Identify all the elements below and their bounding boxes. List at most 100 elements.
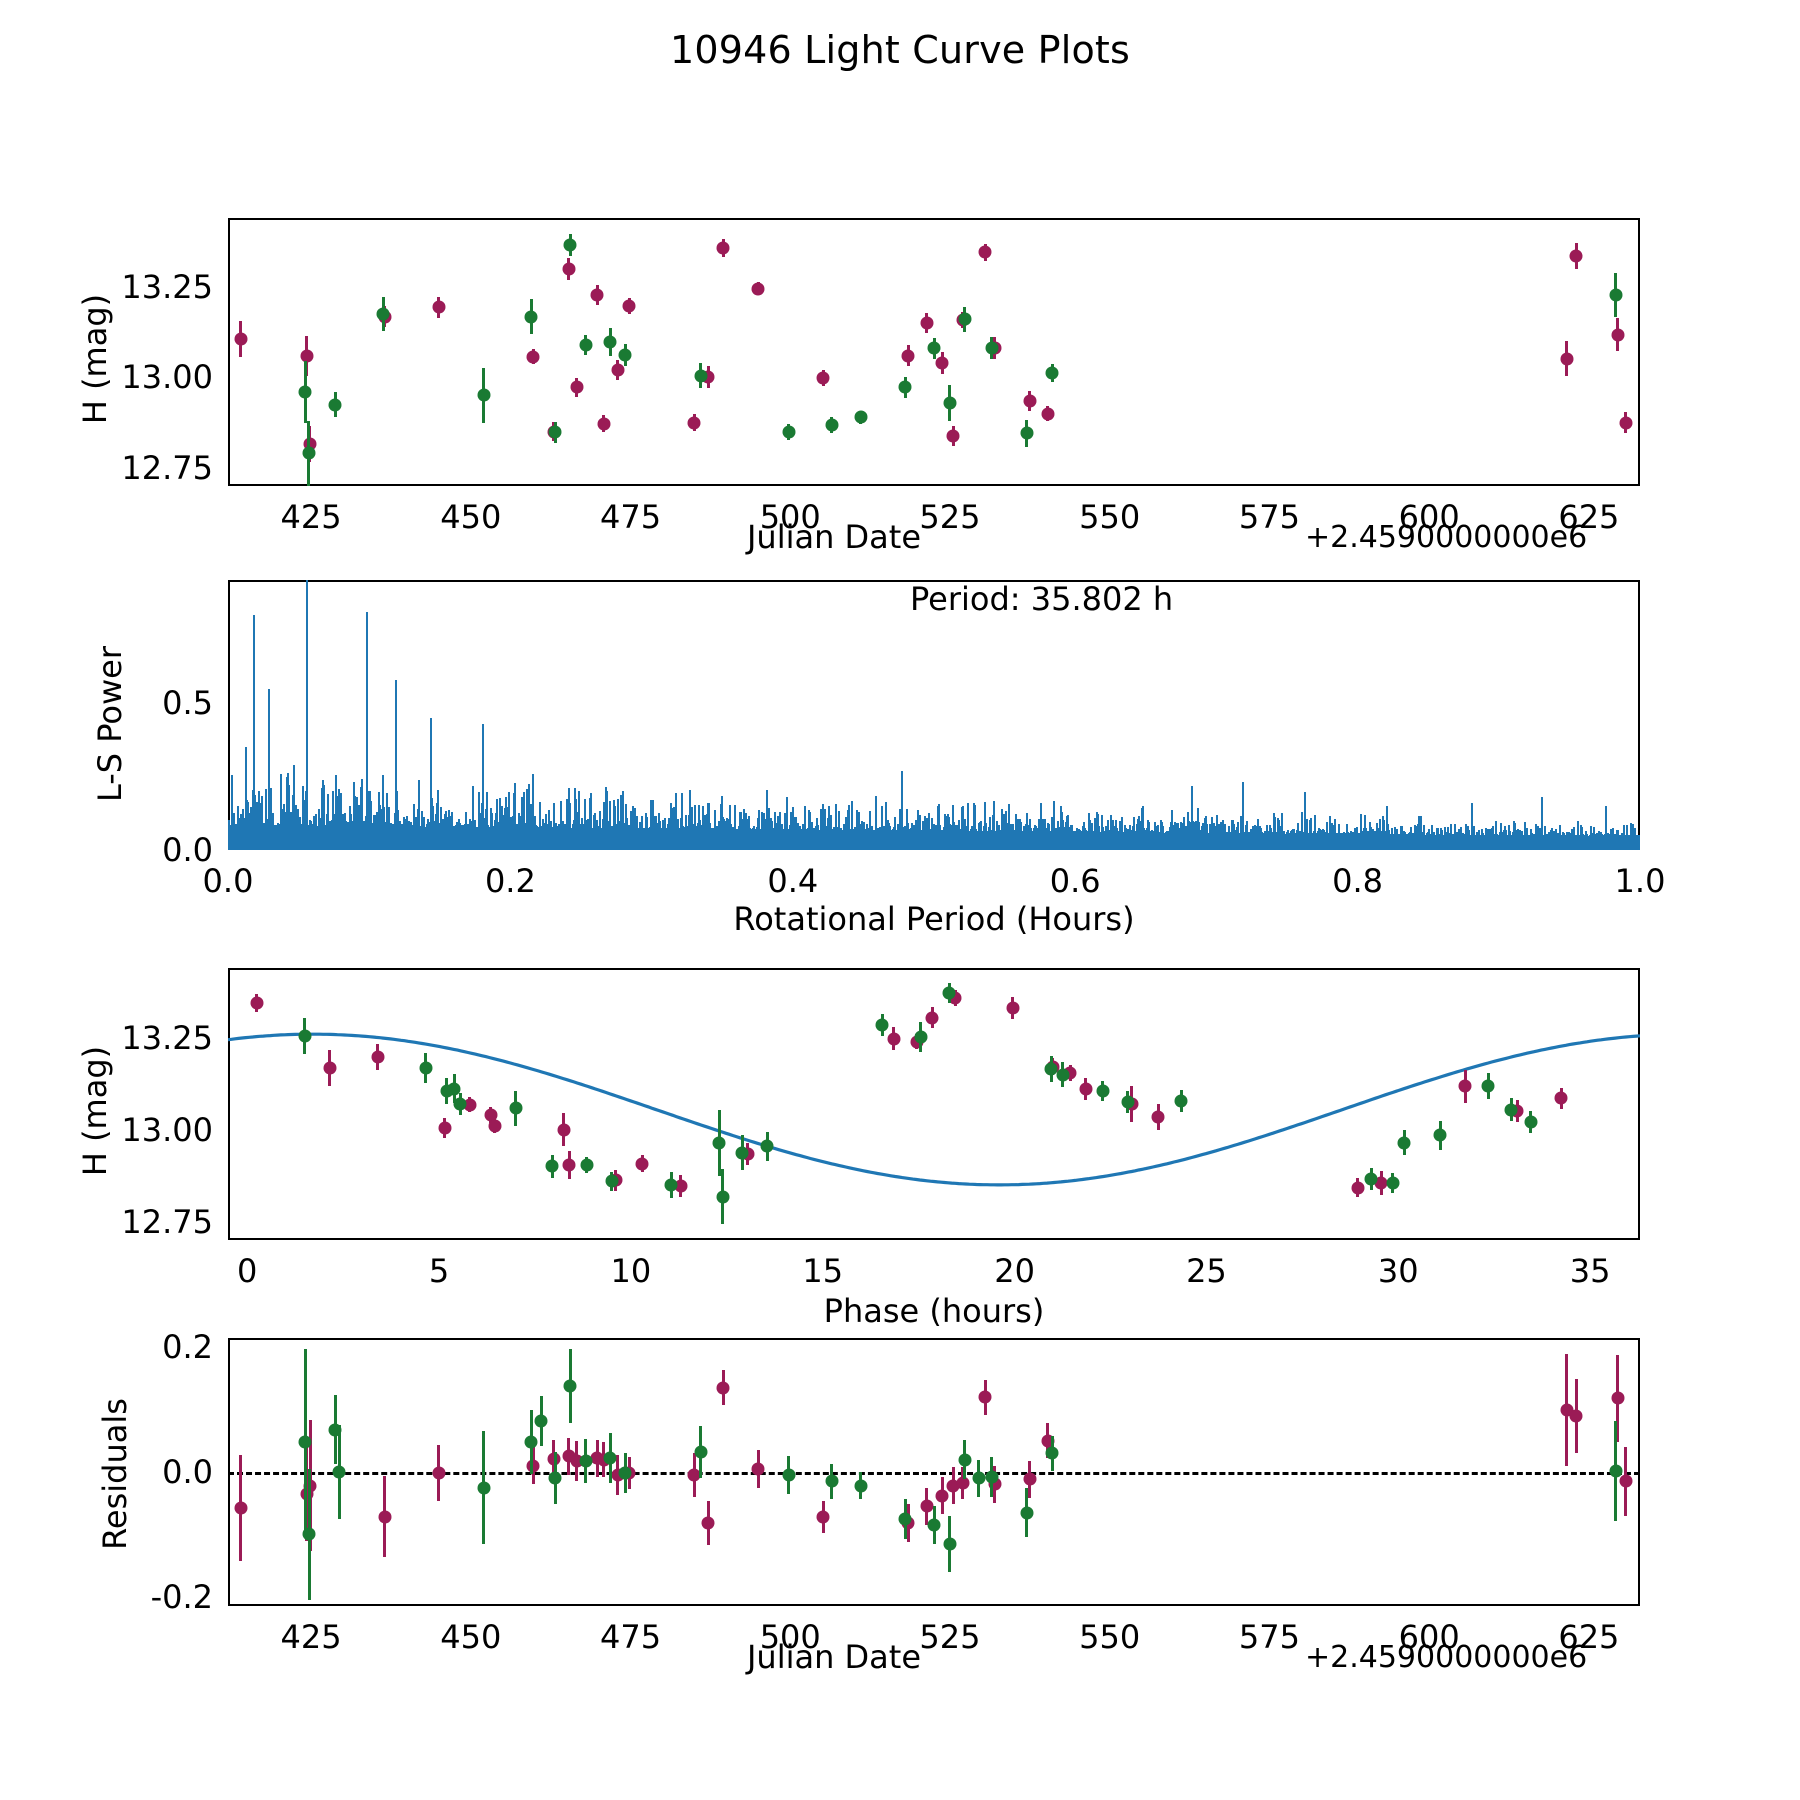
periodogram-spike (247, 802, 250, 850)
periodogram-spike (1330, 822, 1333, 850)
periodogram-spike (486, 792, 488, 850)
periodogram-spike (1139, 820, 1142, 850)
periodogram-spike (738, 812, 741, 850)
data-point (579, 1454, 593, 1468)
periodogram-spike (593, 813, 596, 850)
periodogram-spike (1229, 832, 1232, 850)
periodogram-spike (1276, 817, 1279, 850)
periodogram-spike (1344, 832, 1347, 850)
data-point (488, 1119, 502, 1133)
periodogram-spike (529, 804, 532, 850)
periodogram-spike (628, 824, 631, 850)
plot-area-phase (228, 968, 1640, 1240)
x-tick-label: 500 (759, 498, 821, 536)
periodogram-spike (1328, 833, 1331, 850)
periodogram-spike (991, 815, 994, 850)
periodogram-spike (1579, 825, 1582, 850)
periodogram-spike (1442, 834, 1445, 850)
periodogram-spike (1415, 826, 1418, 850)
periodogram-spike (1476, 835, 1479, 850)
periodogram-spike (1159, 820, 1162, 850)
periodogram-spike (1188, 821, 1191, 850)
periodogram-spike (1550, 830, 1553, 850)
x-tick-label: 450 (440, 1618, 502, 1656)
periodogram-spike (1274, 817, 1277, 850)
periodogram-spike (453, 826, 456, 850)
periodogram-spike (1511, 832, 1514, 850)
periodogram-spike (1136, 818, 1139, 850)
periodogram-spike (1003, 814, 1006, 850)
periodogram-spike (1002, 829, 1005, 850)
periodogram-spike (588, 798, 591, 850)
periodogram-spike (883, 829, 886, 850)
periodogram-spike (419, 825, 422, 850)
periodogram-spike (1527, 835, 1530, 850)
periodogram-spike (462, 826, 465, 850)
periodogram-spike (1461, 833, 1464, 850)
periodogram-spike (610, 826, 613, 850)
periodogram-spike (1376, 828, 1379, 850)
periodogram-spike (272, 824, 275, 850)
periodogram-spike (601, 819, 604, 850)
periodogram-spike (1084, 828, 1087, 850)
periodogram-spike (1547, 831, 1550, 850)
periodogram-spike (1008, 804, 1011, 850)
periodogram-peak (531, 773, 534, 850)
periodogram-spike (238, 817, 241, 850)
data-point (1044, 1062, 1058, 1076)
periodogram-spike (438, 822, 441, 850)
periodogram-spike (290, 824, 293, 850)
periodogram-spike (474, 819, 477, 850)
periodogram-spike (858, 812, 861, 850)
periodogram-spike (1317, 828, 1320, 850)
data-point (972, 1471, 986, 1485)
periodogram-spike (981, 830, 984, 850)
periodogram-spike (1262, 832, 1265, 850)
periodogram-spike (401, 823, 404, 850)
periodogram-spike (1331, 832, 1334, 850)
periodogram-spike (663, 823, 666, 850)
periodogram-spike (796, 823, 799, 850)
periodogram-spike (777, 815, 780, 850)
x-tick-label: 0.8 (1332, 862, 1384, 900)
periodogram-spike (1258, 825, 1261, 850)
data-point (570, 380, 584, 394)
periodogram-spike (1519, 830, 1522, 850)
periodogram-spike (1370, 827, 1373, 850)
periodogram-spike (1346, 823, 1349, 850)
periodogram-spike (832, 826, 835, 850)
periodogram-spike (958, 819, 961, 850)
periodogram-spike (753, 826, 755, 850)
periodogram-spike (518, 813, 521, 850)
periodogram-spike (568, 788, 571, 850)
data-point (371, 1050, 385, 1064)
x-tick-label: 35 (1569, 1252, 1611, 1290)
periodogram-spike (919, 829, 922, 850)
periodogram-spike (1322, 830, 1325, 850)
y-tick-label: 13.25 (121, 1018, 213, 1057)
periodogram-spike (917, 810, 920, 850)
periodogram-spike (1357, 833, 1360, 850)
periodogram-spike (1061, 812, 1064, 850)
periodogram-spike (776, 827, 779, 850)
periodogram-spike (565, 798, 568, 850)
data-point (605, 1174, 619, 1188)
page-title: 10946 Light Curve Plots (669, 28, 1131, 72)
periodogram-spike (353, 795, 356, 850)
periodogram-spike (405, 818, 408, 850)
data-point (545, 1159, 559, 1173)
periodogram-spike (1257, 819, 1260, 850)
periodogram-spike (455, 824, 458, 850)
periodogram-spike (683, 827, 686, 850)
periodogram-spike (439, 807, 442, 850)
periodogram-spike (1428, 828, 1431, 850)
periodogram-spike (1393, 826, 1396, 850)
periodogram-spike (839, 827, 841, 850)
periodogram-spike (326, 793, 329, 850)
periodogram-spike (1460, 826, 1463, 850)
data-point (1045, 366, 1059, 380)
periodogram-spike (1239, 815, 1242, 850)
periodogram-spike (971, 825, 974, 850)
periodogram-spike (1055, 829, 1058, 850)
periodogram-spike (1562, 833, 1565, 850)
